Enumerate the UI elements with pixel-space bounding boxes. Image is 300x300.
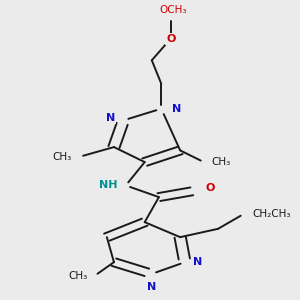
- Text: N: N: [172, 104, 181, 114]
- Text: CH₂CH₃: CH₂CH₃: [253, 209, 291, 219]
- Text: N: N: [194, 257, 203, 267]
- Text: N: N: [106, 113, 115, 123]
- Text: O: O: [205, 183, 214, 193]
- Text: CH₃: CH₃: [52, 152, 71, 162]
- Text: OCH₃: OCH₃: [159, 5, 187, 15]
- Text: CH₃: CH₃: [69, 271, 88, 281]
- Text: NH: NH: [99, 180, 117, 190]
- Text: CH₃: CH₃: [211, 157, 230, 167]
- Text: N: N: [147, 282, 156, 292]
- Text: O: O: [166, 34, 175, 44]
